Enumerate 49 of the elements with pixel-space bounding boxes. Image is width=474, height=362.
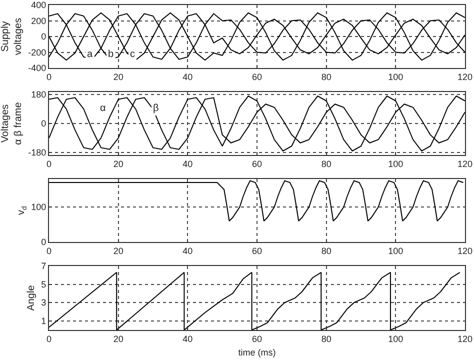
- x-tick-label: 80: [321, 246, 332, 256]
- x-tick-label: 60: [252, 334, 262, 344]
- y-tick-label: -200: [28, 47, 46, 58]
- y-tick-label: 400: [31, 0, 46, 10]
- x-tick-label: 80: [321, 334, 332, 344]
- x-tick-label: 120: [457, 158, 473, 169]
- x-tick-label: 40: [182, 334, 193, 344]
- x-tick-label: 100: [388, 246, 404, 256]
- x-tick-label: 20: [113, 334, 124, 344]
- line-series: [49, 180, 464, 222]
- x-tick-label: 100: [388, 72, 404, 82]
- x-tick-label: 40: [182, 246, 193, 256]
- x-tick-label: 60: [252, 246, 262, 256]
- y-axis-title: Supply voltages: [0, 18, 24, 56]
- y-tick-label: -180: [28, 148, 46, 158]
- y-tick-label: 0: [41, 118, 46, 129]
- y-tick-label: 5: [41, 279, 46, 290]
- annotation: α: [100, 103, 106, 114]
- annotation: c: [130, 49, 135, 60]
- x-tick-label: 100: [388, 334, 404, 344]
- x-axis-title: time (ms): [238, 348, 276, 358]
- x-tick-label: 20: [113, 72, 124, 82]
- y-axis-title: Voltages α β frame: [0, 102, 24, 145]
- annotation: β: [153, 103, 159, 114]
- x-tick-label: 60: [252, 158, 262, 169]
- x-tick-label: 40: [182, 72, 193, 82]
- y-tick-label: 1: [41, 316, 46, 326]
- x-tick-label: 120: [457, 72, 473, 82]
- y-tick-label: 7: [41, 261, 46, 272]
- x-tick-label: 80: [321, 72, 332, 82]
- y-tick-label: 3: [41, 298, 46, 308]
- y-tick-label: 0: [41, 32, 46, 42]
- y-tick-label: 100: [31, 202, 46, 212]
- x-tick-label: 120: [457, 334, 473, 344]
- y-tick-label: -400: [28, 63, 46, 74]
- annotation: b: [108, 49, 114, 60]
- y-axis-title: Angle: [26, 284, 38, 311]
- x-tick-label: 20: [113, 158, 124, 169]
- annotation: a: [87, 49, 93, 60]
- x-tick-label: 80: [321, 158, 332, 169]
- x-tick-label: 40: [182, 158, 193, 169]
- y-tick-label: 200: [31, 16, 46, 26]
- y-tick-label: 0: [41, 237, 46, 248]
- y-tick-label: 180: [31, 90, 46, 100]
- x-tick-label: 60: [252, 72, 262, 82]
- line-series: [49, 272, 460, 330]
- x-tick-label: 20: [113, 246, 124, 256]
- x-tick-label: 100: [388, 158, 404, 169]
- x-tick-label: 120: [457, 246, 473, 256]
